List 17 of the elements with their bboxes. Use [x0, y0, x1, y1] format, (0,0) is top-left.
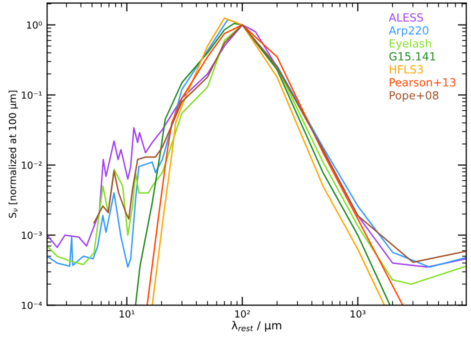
text: Eyelash: [390, 38, 431, 50]
text: Pearson+13: [390, 78, 456, 87]
x-tick-label: 10¹: [120, 310, 134, 318]
y-tick-label: 10⁻¹: [22, 91, 42, 99]
y-tick-label: 10⁻⁴: [22, 302, 42, 310]
text: ALESS: [388, 13, 423, 22]
text: Pope+08: [390, 91, 438, 102]
x-tick-label: 10³: [350, 310, 366, 318]
x-axis-title: λ$_{rest}$ / μm: [232, 320, 282, 332]
text: HFLS3: [390, 65, 423, 74]
text: Arp220: [388, 26, 428, 37]
y-tick-label: 10⁰: [27, 21, 42, 29]
y-axis-title: S$_{ν}$ [normalized at 100 μm]: [8, 90, 18, 218]
x-tick-label: 10²: [235, 310, 250, 318]
y-tick-label: 10⁻²: [22, 162, 42, 169]
text: G15.141: [389, 52, 436, 61]
y-tick-label: 10⁻³: [22, 232, 42, 239]
